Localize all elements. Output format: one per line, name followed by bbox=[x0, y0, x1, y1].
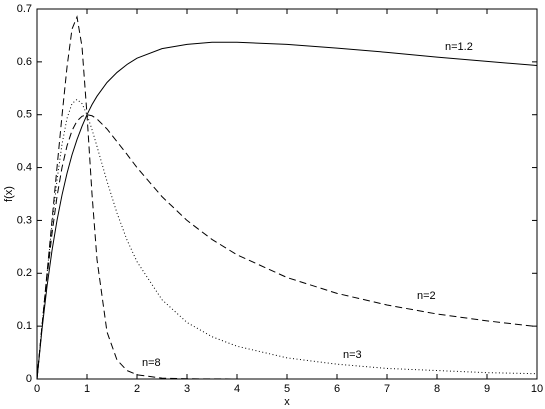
y-tick-label: 0.7 bbox=[17, 3, 32, 15]
line-series bbox=[36, 98, 538, 380]
x-tick-label: 7 bbox=[384, 383, 390, 395]
x-tick-label: 6 bbox=[334, 383, 340, 395]
y-tick-label: 0.1 bbox=[17, 320, 32, 332]
plot-frame bbox=[36, 8, 538, 380]
x-tick-label: 9 bbox=[484, 383, 490, 395]
x-tick-label: 0 bbox=[34, 383, 40, 395]
y-axis-label: f(x) bbox=[3, 186, 15, 202]
y-tick-label: 0.3 bbox=[17, 214, 32, 226]
x-tick-label: 1 bbox=[84, 383, 90, 395]
series-label: n=2 bbox=[417, 290, 436, 302]
series-label: n=3 bbox=[343, 349, 362, 361]
y-tick-label: 0 bbox=[26, 373, 32, 385]
y-tick-label: 0.4 bbox=[17, 161, 32, 173]
x-tick-label: 8 bbox=[434, 383, 440, 395]
y-tick-label: 0.6 bbox=[17, 56, 32, 68]
y-tick-label: 0.2 bbox=[17, 267, 32, 279]
line-series bbox=[36, 41, 538, 380]
series-label: n=1.2 bbox=[445, 41, 473, 53]
x-tick-label: 4 bbox=[234, 383, 240, 395]
x-tick-label: 5 bbox=[284, 383, 290, 395]
x-tick-label: 3 bbox=[184, 383, 190, 395]
line-series bbox=[36, 15, 537, 380]
x-axis-label: x bbox=[284, 396, 290, 408]
line-series bbox=[36, 114, 538, 380]
x-tick-label: 2 bbox=[134, 383, 140, 395]
x-tick-label: 10 bbox=[531, 383, 543, 395]
y-tick-label: 0.5 bbox=[17, 109, 32, 121]
series-label: n=8 bbox=[142, 357, 161, 369]
